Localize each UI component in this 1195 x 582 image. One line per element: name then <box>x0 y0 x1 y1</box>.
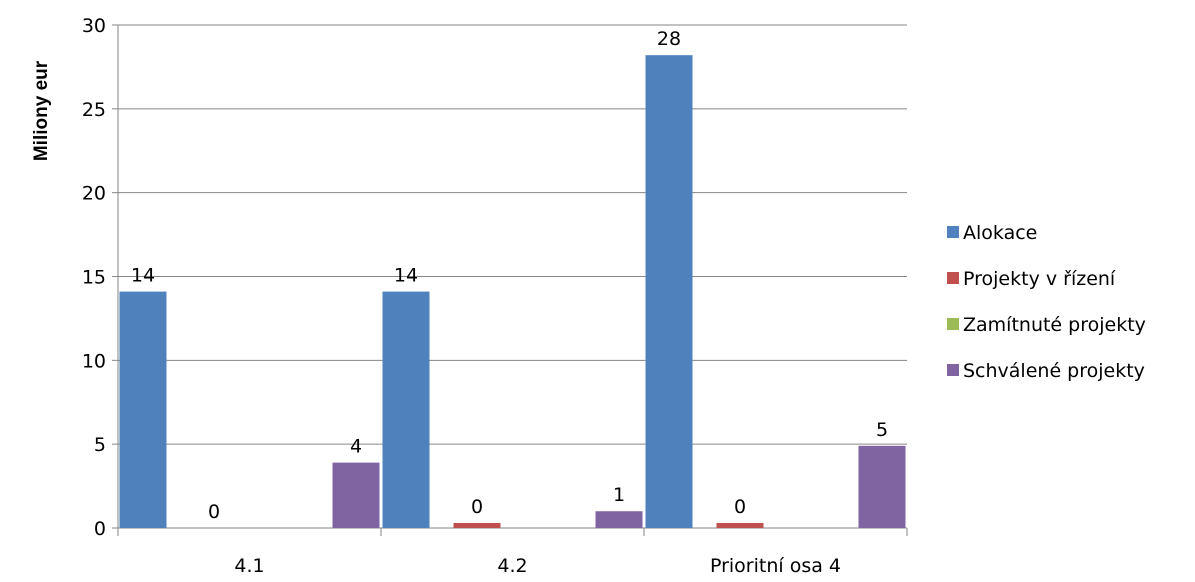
gridlines <box>118 24 907 445</box>
y-tick-labels: 0 5 10 15 20 25 30 <box>82 15 106 540</box>
y-tick-label: 20 <box>82 183 106 205</box>
legend-label: Zamítnuté projekty <box>963 314 1146 336</box>
y-tick-label: 30 <box>82 15 106 37</box>
y-tick-label: 25 <box>82 99 106 121</box>
data-label: 4 <box>350 436 362 458</box>
y-tick-label: 0 <box>94 518 106 540</box>
bar <box>858 445 906 528</box>
bar <box>716 522 764 528</box>
bar <box>119 291 167 528</box>
bar <box>382 291 430 528</box>
data-label: 5 <box>876 419 888 441</box>
y-tick-label: 5 <box>94 434 106 456</box>
data-label: 14 <box>394 265 418 287</box>
legend: Alokace Projekty v řízení Zamítnuté projek… <box>947 222 1146 382</box>
x-tick-label: 4.2 <box>497 555 527 577</box>
bar <box>453 522 501 528</box>
data-label: 14 <box>131 265 155 287</box>
axes <box>112 24 908 536</box>
x-tick-label: Prioritní osa 4 <box>710 555 841 577</box>
y-tick-label: 15 <box>82 267 106 289</box>
data-label: 28 <box>657 28 681 50</box>
legend-swatch <box>947 364 959 376</box>
y-tick-label: 10 <box>82 350 106 372</box>
bar <box>332 462 380 528</box>
bar <box>595 511 643 528</box>
legend-label: Schválené projekty <box>963 360 1145 382</box>
legend-label: Projekty v řízení <box>963 268 1116 290</box>
x-tick-label: 4.1 <box>234 555 264 577</box>
data-label: 0 <box>471 496 483 518</box>
legend-swatch <box>947 226 959 238</box>
data-label: 0 <box>208 501 220 523</box>
legend-swatch <box>947 318 959 330</box>
data-label: 0 <box>734 496 746 518</box>
legend-swatch <box>947 272 959 284</box>
data-labels: 14 14 28 0 0 0 4 1 5 <box>131 28 888 523</box>
legend-label: Alokace <box>963 222 1037 244</box>
x-tick-labels: 4.1 4.2 Prioritní osa 4 <box>234 555 841 577</box>
data-label: 1 <box>613 484 625 506</box>
y-axis-title: Miliony eur <box>31 60 52 161</box>
bars <box>119 55 906 529</box>
bar <box>645 55 693 529</box>
